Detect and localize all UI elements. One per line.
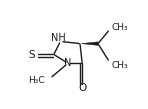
Text: NH: NH bbox=[51, 33, 66, 43]
Text: N: N bbox=[64, 58, 72, 68]
Text: CH₃: CH₃ bbox=[112, 61, 128, 70]
Text: S: S bbox=[29, 49, 35, 60]
Text: CH₃: CH₃ bbox=[112, 23, 128, 32]
Text: O: O bbox=[78, 83, 86, 93]
Text: H₃C: H₃C bbox=[28, 76, 45, 85]
Polygon shape bbox=[81, 42, 98, 45]
